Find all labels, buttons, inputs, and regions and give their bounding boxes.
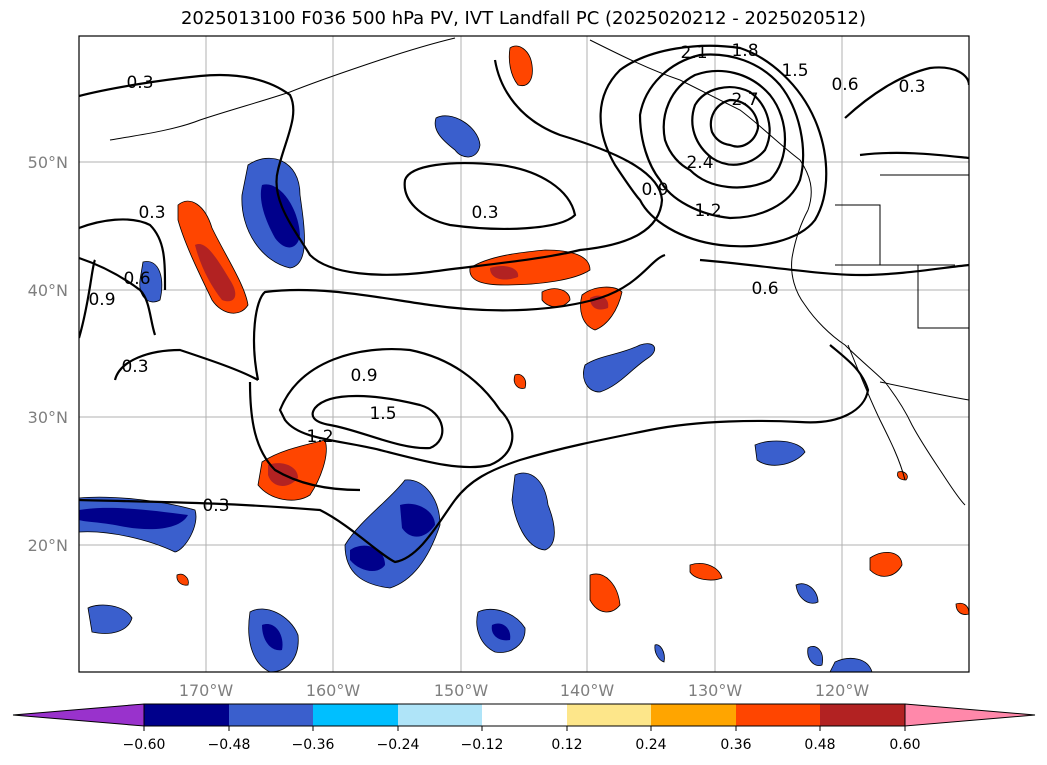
colorbar-segment	[229, 704, 313, 726]
colorbar-ticks	[143, 726, 906, 731]
lat-label: 40°N	[28, 281, 68, 300]
colorbar-tick-label: −0.12	[461, 737, 504, 753]
contour-label: 0.3	[126, 73, 153, 93]
latitude-labels: 50°N 40°N 30°N 20°N	[28, 153, 68, 555]
colorbar-segment	[651, 704, 736, 726]
lon-label: 160°W	[306, 681, 361, 700]
colorbar-segment	[820, 704, 905, 726]
positive-anomaly-fill	[176, 45, 969, 615]
map-title: 2025013100 F036 500 hPa PV, IVT Landfall…	[180, 8, 867, 29]
contour-labels: 0.3 0.3 0.3 0.3 0.3 0.3 0.6 0.6 0.6 0.9 …	[88, 41, 925, 516]
colorbar-segment	[482, 704, 567, 726]
contour-label: 1.5	[369, 404, 396, 424]
contour-label: 0.6	[831, 75, 858, 95]
longitude-labels: 170°W 160°W 150°W 140°W 130°W 120°W	[179, 681, 870, 700]
lat-label: 50°N	[28, 153, 68, 172]
contour-label: 0.3	[121, 357, 148, 377]
colorbar-tick-label: 0.48	[804, 737, 835, 753]
colorbar-segment	[736, 704, 820, 726]
colorbar-tick-label: 0.36	[720, 737, 751, 753]
coastlines	[109, 37, 969, 506]
colorbar: −0.60 −0.48 −0.36 −0.24 −0.12 0.12 0.24 …	[12, 703, 1036, 753]
lon-label: 140°W	[560, 681, 615, 700]
contour-label: 0.9	[88, 290, 115, 310]
lon-label: 150°W	[434, 681, 489, 700]
lat-label: 20°N	[28, 536, 68, 555]
colorbar-segment	[144, 704, 229, 726]
lat-label: 30°N	[28, 408, 68, 427]
colorbar-extend-min	[12, 703, 145, 727]
colorbar-frame	[143, 703, 906, 727]
contour-label: 0.3	[138, 203, 165, 223]
colorbar-tick-label: 0.60	[889, 737, 920, 753]
contour-label: 0.9	[641, 180, 668, 200]
contour-label: 2.4	[686, 153, 713, 173]
lon-label: 130°W	[688, 681, 743, 700]
colorbar-segment	[398, 704, 482, 726]
colorbar-tick-label: 0.12	[551, 737, 582, 753]
lon-label: 170°W	[179, 681, 234, 700]
pv-contours	[79, 44, 969, 564]
colorbar-tick-label: −0.36	[292, 737, 335, 753]
colorbar-segment	[313, 704, 398, 726]
colorbar-tick-label: −0.24	[377, 737, 420, 753]
lon-label: 120°W	[815, 681, 870, 700]
contour-label: 0.3	[471, 203, 498, 223]
contour-label: 0.6	[123, 269, 150, 289]
contour-label: 0.3	[202, 496, 229, 516]
negative-anomaly-fill	[79, 115, 873, 672]
colorbar-tick-label: 0.24	[635, 737, 666, 753]
contour-label: 1.2	[306, 427, 333, 447]
colorbar-tick-label: −0.48	[208, 737, 251, 753]
contour-label: 0.9	[350, 366, 377, 386]
colorbar-tick-label: −0.60	[123, 737, 166, 753]
colorbar-segment	[567, 704, 651, 726]
contour-label: 0.3	[898, 77, 925, 97]
contour-label: 2.7	[731, 90, 758, 110]
contour-label: 2.1	[680, 43, 707, 63]
colorbar-extend-max	[904, 703, 1036, 727]
contour-label: 1.5	[781, 61, 808, 81]
plot-area	[79, 36, 969, 672]
contour-label: 1.2	[694, 201, 721, 221]
contour-label: 1.8	[731, 41, 758, 61]
plot-frame	[78, 35, 970, 673]
contour-label: 0.6	[751, 279, 778, 299]
